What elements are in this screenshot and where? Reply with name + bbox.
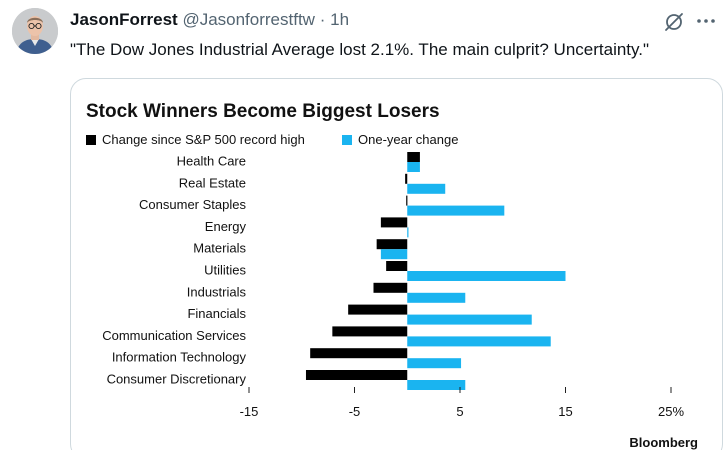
x-tick-label: -15 [240, 404, 259, 419]
tweet-header: JasonForrest @Jasonforrestftw · 1h [70, 9, 349, 31]
bar-one-year-materials [380, 249, 408, 260]
bar-one-year-industrials [407, 292, 466, 303]
bar-one-year-communication-services [407, 336, 551, 347]
bar-since-record-energy [380, 217, 408, 228]
bar-since-record-real-estate [405, 173, 408, 184]
tweet-text: "The Dow Jones Industrial Average lost 2… [70, 40, 650, 59]
display-name[interactable]: JasonForrest [70, 10, 178, 29]
grok-icon-graphic [665, 13, 683, 31]
bar-one-year-financials [407, 314, 532, 325]
category-label-consumer-discretionary: Consumer Discretionary [107, 372, 247, 387]
category-label-financials: Financials [187, 306, 246, 321]
x-tick-label: 25% [658, 404, 684, 419]
bar-one-year-consumer-discretionary [407, 380, 466, 390]
category-label-health-care: Health Care [177, 154, 246, 169]
bar-one-year-energy [407, 227, 409, 238]
legend-swatch-blue [342, 135, 352, 145]
category-label-materials: Materials [193, 241, 246, 256]
chart-title: Stock Winners Become Biggest Losers [86, 101, 440, 122]
chart-legend: Change since S&P 500 record high One-yea… [86, 132, 458, 147]
bar-since-record-industrials [373, 282, 408, 293]
legend-swatch-black [86, 135, 96, 145]
category-label-industrials: Industrials [187, 284, 247, 299]
avatar-image [12, 8, 58, 54]
chart-bars [305, 152, 566, 390]
bar-since-record-information-technology [310, 348, 408, 359]
header-separator: · [319, 10, 326, 29]
tweet-media-chart[interactable]: Stock Winners Become Biggest Losers Chan… [70, 78, 723, 450]
legend-label-one-year: One-year change [358, 132, 458, 147]
more-icon-graphic [697, 19, 715, 23]
category-label-consumer-staples: Consumer Staples [139, 197, 246, 212]
timestamp[interactable]: 1h [330, 10, 350, 29]
bar-since-record-materials [376, 239, 408, 250]
chart-source: Bloomberg [629, 435, 698, 450]
bar-since-record-consumer-staples [406, 195, 408, 206]
avatar[interactable] [12, 8, 58, 54]
x-tick-label: -5 [349, 404, 361, 419]
bar-one-year-consumer-staples [407, 205, 505, 216]
chart-canvas: Stock Winners Become Biggest Losers Chan… [86, 101, 698, 450]
x-tick-label: 5 [456, 404, 463, 419]
category-labels: Health Care Real Estate Consumer Staples En… [102, 154, 246, 387]
category-label-utilities: Utilities [204, 263, 246, 278]
category-label-communication-services: Communication Services [102, 328, 246, 343]
x-tick-label: 15 [558, 404, 572, 419]
bar-since-record-utilities [386, 261, 408, 271]
bar-one-year-real-estate [407, 183, 446, 194]
bar-since-record-consumer-discretionary [305, 370, 408, 380]
more-icon[interactable] [694, 9, 718, 33]
grok-icon[interactable] [663, 11, 685, 33]
bar-since-record-communication-services [332, 326, 408, 337]
user-handle[interactable]: @Jasonforrestftw [182, 10, 315, 29]
category-label-information-technology: Information Technology [112, 350, 247, 365]
bar-since-record-financials [348, 304, 408, 315]
legend-label-since-record: Change since S&P 500 record high [102, 132, 305, 147]
category-label-real-estate: Real Estate [179, 175, 246, 190]
bar-one-year-health-care [407, 162, 420, 172]
bar-one-year-information-technology [407, 358, 462, 369]
category-label-energy: Energy [205, 219, 247, 234]
bar-one-year-utilities [407, 271, 566, 281]
bar-since-record-health-care [407, 152, 420, 162]
x-axis-ticks: -15 -5 5 15 25% [240, 387, 684, 419]
